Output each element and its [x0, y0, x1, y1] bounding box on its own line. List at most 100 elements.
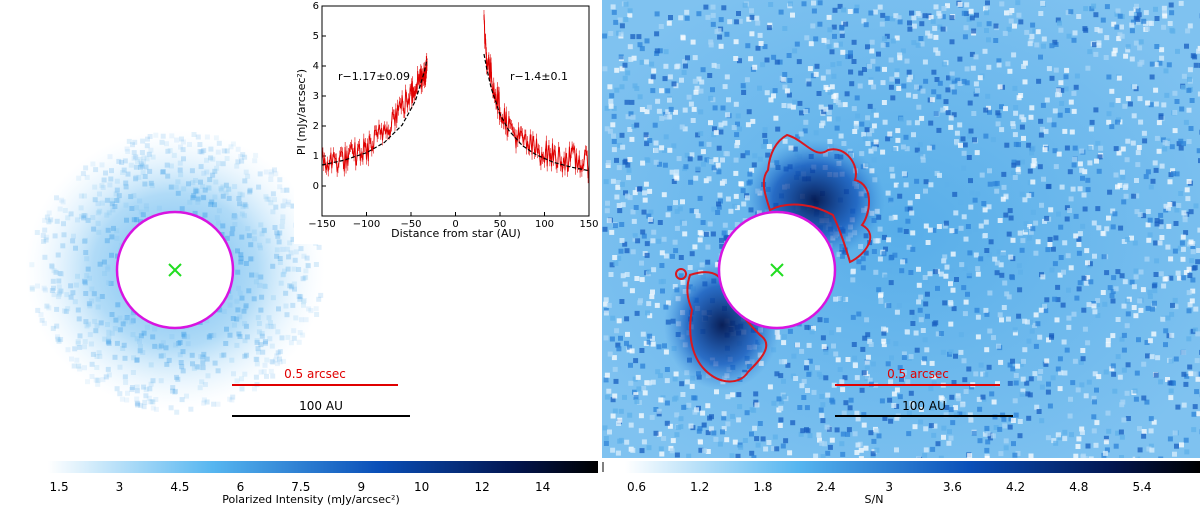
left-noise-pixel — [55, 334, 60, 340]
right-noise-pixel — [658, 446, 664, 452]
colorbar-tick-label: 4.5 — [170, 480, 189, 494]
right-noise-pixel — [872, 9, 878, 15]
right-noise-pixel — [658, 24, 664, 29]
right-noise-pixel — [1017, 287, 1023, 293]
right-noise-pixel — [1055, 88, 1061, 94]
right-noise-pixel — [928, 120, 934, 126]
left-noise-pixel — [194, 188, 200, 194]
left-noise-pixel — [139, 150, 145, 155]
left-noise-pixel — [208, 201, 214, 207]
right-noise-pixel — [778, 417, 784, 423]
left-noise-pixel — [95, 304, 101, 310]
left-noise-pixel — [129, 206, 135, 211]
right-noise-pixel — [1161, 283, 1167, 289]
right-noise-pixel — [974, 150, 980, 156]
right-noise-pixel — [1046, 381, 1051, 387]
right-noise-pixel — [1039, 384, 1045, 390]
left-noise-pixel — [211, 401, 217, 407]
left-noise-pixel — [105, 264, 111, 270]
left-noise-pixel — [114, 198, 120, 203]
right-noise-pixel — [1190, 277, 1196, 283]
left-noise-pixel — [248, 242, 254, 248]
right-noise-pixel — [708, 39, 714, 45]
right-noise-pixel — [679, 381, 685, 387]
left-noise-pixel — [137, 348, 143, 354]
left-noise-pixel — [144, 143, 150, 149]
right-noise-pixel — [721, 411, 727, 417]
left-noise-pixel — [122, 374, 128, 380]
left-noise-pixel — [90, 161, 96, 167]
right-noise-pixel — [1197, 91, 1200, 97]
left-noise-pixel — [51, 292, 57, 298]
left-noise-pixel — [267, 336, 273, 342]
right-noise-pixel — [678, 424, 684, 430]
right-noise-pixel — [916, 104, 922, 110]
right-noise-pixel — [986, 204, 992, 210]
left-noise-pixel — [227, 332, 233, 338]
left-noise-pixel — [234, 316, 240, 322]
right-noise-pixel — [1069, 129, 1075, 135]
left-noise-pixel — [50, 278, 56, 284]
left-noise-pixel — [277, 356, 282, 362]
right-noise-pixel — [1110, 333, 1116, 339]
right-noise-pixel — [620, 202, 626, 208]
left-noise-pixel — [106, 340, 112, 346]
right-noise-pixel — [810, 73, 816, 79]
right-noise-pixel — [1022, 60, 1028, 66]
right-noise-pixel — [931, 89, 937, 95]
left-noise-pixel — [197, 149, 203, 155]
colorbar-tick-label: 0.6 — [627, 480, 646, 494]
left-noise-pixel — [200, 194, 206, 200]
left-noise-pixel — [97, 191, 102, 197]
left-noise-pixel — [229, 357, 235, 363]
right-noise-pixel — [883, 274, 889, 280]
left-noise-pixel — [272, 197, 277, 203]
right-noise-pixel — [700, 149, 706, 155]
right-noise-pixel — [678, 273, 684, 279]
left-noise-pixel — [148, 147, 154, 153]
right-noise-pixel — [917, 307, 923, 313]
right-noise-pixel — [646, 104, 652, 110]
right-noise-pixel — [790, 12, 795, 18]
right-noise-pixel — [881, 326, 886, 332]
left-noise-pixel — [52, 233, 58, 239]
right-noise-pixel — [903, 229, 909, 234]
right-noise-pixel — [871, 438, 877, 444]
left-noise-pixel — [256, 274, 262, 280]
right-noise-pixel — [684, 379, 690, 385]
right-noise-pixel — [1092, 399, 1097, 405]
right-noise-pixel — [896, 15, 902, 21]
left-noise-pixel — [194, 364, 200, 370]
right-noise-pixel — [929, 97, 935, 103]
right-noise-pixel — [1182, 213, 1188, 219]
right-noise-pixel — [715, 210, 721, 215]
right-noise-pixel — [1063, 86, 1069, 92]
left-noise-pixel — [141, 384, 147, 390]
left-noise-pixel — [232, 184, 238, 190]
right-noise-pixel — [1104, 4, 1110, 10]
right-noise-pixel — [1013, 380, 1019, 386]
right-noise-pixel — [1057, 272, 1063, 278]
left-noise-pixel — [292, 286, 297, 292]
right-noise-pixel — [1018, 361, 1024, 367]
right-noise-pixel — [804, 365, 809, 371]
left-noise-pixel — [246, 233, 252, 239]
left-noise-pixel — [234, 298, 240, 304]
right-noise-pixel — [781, 340, 787, 346]
right-noise-pixel — [1103, 369, 1109, 375]
left-noise-pixel — [197, 385, 203, 391]
right-noise-pixel — [957, 56, 963, 62]
right-noise-pixel — [1105, 342, 1111, 348]
right-noise-pixel — [604, 126, 610, 132]
right-noise-pixel — [610, 397, 616, 403]
left-noise-pixel — [166, 357, 172, 363]
right-noise-pixel — [935, 50, 941, 56]
right-noise-pixel — [627, 195, 633, 201]
right-noise-pixel — [616, 165, 622, 171]
right-noise-pixel — [1052, 261, 1058, 267]
left-noise-pixel — [236, 285, 241, 291]
right-noise-pixel — [973, 371, 979, 377]
right-noise-pixel — [1068, 196, 1074, 202]
right-noise-pixel — [1097, 154, 1103, 160]
right-noise-pixel — [603, 436, 609, 441]
